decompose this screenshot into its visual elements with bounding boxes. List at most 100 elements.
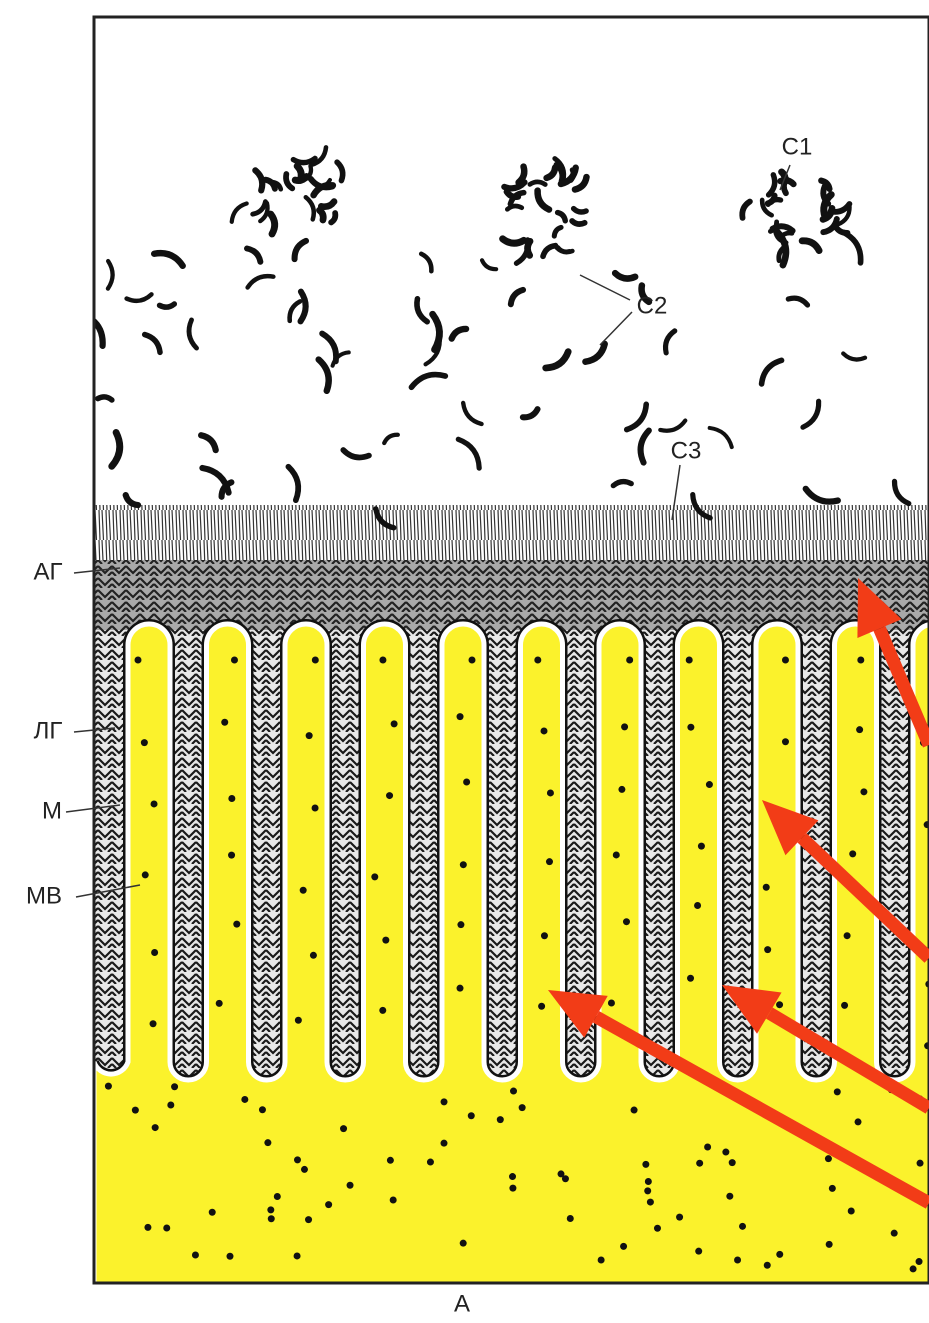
dot — [496, 1116, 504, 1124]
dot — [687, 974, 695, 982]
fragment — [328, 210, 339, 226]
leader-lines — [65, 164, 791, 898]
dot — [776, 1001, 784, 1009]
dot — [386, 792, 394, 800]
dot — [626, 656, 634, 664]
dot — [697, 842, 705, 850]
fragment — [501, 179, 528, 192]
fragment — [218, 479, 235, 500]
fragment — [455, 436, 482, 471]
dot — [618, 785, 626, 793]
dot — [854, 1118, 862, 1126]
dot — [781, 656, 789, 664]
dot — [763, 1261, 771, 1269]
dot — [561, 1175, 569, 1183]
dot — [825, 1240, 833, 1248]
dot — [140, 739, 148, 747]
fragments — [94, 145, 912, 531]
fragment — [820, 183, 832, 207]
fragment — [297, 288, 309, 325]
dot — [459, 1239, 467, 1247]
arrow-head — [722, 985, 782, 1034]
dot — [890, 1229, 898, 1237]
dot — [305, 732, 313, 740]
dot — [916, 1159, 924, 1167]
fragment — [373, 506, 397, 531]
fragment — [623, 401, 650, 433]
dot — [540, 727, 548, 735]
fragment — [637, 427, 652, 466]
fragment — [758, 357, 785, 387]
dot — [382, 936, 390, 944]
fragment — [330, 350, 351, 368]
fragment — [156, 301, 178, 310]
dot — [676, 1213, 684, 1221]
dot — [440, 1098, 448, 1106]
dot — [722, 1148, 730, 1156]
dot — [621, 723, 629, 731]
fragment — [798, 237, 823, 255]
fragment — [759, 197, 774, 218]
fragment — [198, 432, 219, 454]
dot — [131, 1106, 139, 1114]
dot — [311, 656, 319, 664]
fragment — [571, 173, 590, 193]
fragment — [739, 198, 753, 221]
dot — [545, 858, 553, 866]
fragment — [334, 159, 346, 184]
fragment — [309, 145, 329, 168]
dot — [311, 804, 319, 812]
fragment — [429, 310, 443, 354]
dot — [726, 1192, 734, 1200]
dot — [228, 794, 236, 802]
dot — [824, 1155, 832, 1163]
fragment — [769, 223, 796, 234]
dot — [440, 1139, 448, 1147]
dot — [267, 1215, 275, 1223]
dot — [841, 1001, 849, 1009]
fragment — [690, 491, 713, 521]
fragment — [707, 425, 734, 450]
dot — [833, 1088, 841, 1096]
dot — [612, 851, 620, 859]
dot — [226, 1252, 234, 1260]
fragment — [891, 478, 912, 507]
fragment — [543, 164, 559, 182]
dot — [622, 918, 630, 926]
dot — [534, 656, 542, 664]
dot — [233, 920, 241, 928]
dot — [264, 1139, 272, 1147]
leader — [75, 884, 141, 898]
dot — [151, 948, 159, 956]
hatched-shade — [94, 560, 929, 630]
dot — [258, 1106, 266, 1114]
dot — [776, 1250, 784, 1258]
arrow-head — [762, 800, 819, 856]
dot — [653, 1224, 661, 1232]
dot — [687, 723, 695, 731]
dot — [849, 850, 857, 858]
fragment — [291, 173, 310, 184]
dot — [510, 1087, 518, 1095]
dot — [228, 851, 236, 859]
dot — [860, 788, 868, 796]
dot — [267, 1206, 275, 1214]
dot — [390, 720, 398, 728]
fragment — [499, 235, 528, 247]
dot — [597, 1256, 605, 1264]
fragment — [290, 155, 318, 166]
fragment — [141, 331, 163, 356]
dot — [509, 1173, 517, 1181]
dot — [642, 1160, 650, 1168]
dot — [467, 1112, 475, 1120]
dot — [456, 713, 464, 721]
fragment — [285, 463, 302, 504]
dot — [456, 984, 464, 992]
dot — [696, 1159, 704, 1167]
dot — [293, 1252, 301, 1260]
fragment — [840, 229, 864, 266]
dot — [221, 718, 229, 726]
dot — [704, 1143, 712, 1151]
